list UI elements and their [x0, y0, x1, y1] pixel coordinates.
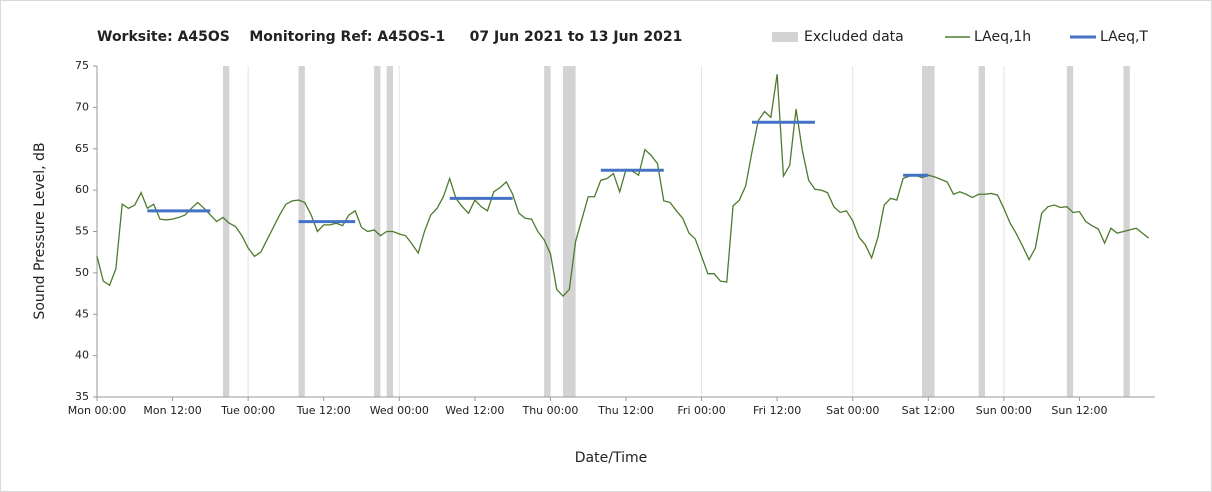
excluded-band	[544, 66, 551, 397]
x-tick-label: Wed 00:00	[370, 404, 429, 417]
y-tick-label: 55	[75, 225, 89, 238]
excluded-band	[921, 66, 935, 397]
x-tick-label: Tue 00:00	[220, 404, 275, 417]
excluded-band	[222, 66, 230, 397]
x-tick-label: Sat 12:00	[902, 404, 955, 417]
excluded-band	[978, 66, 985, 397]
legend-label: LAeq,1h	[974, 29, 1031, 45]
x-tick-label: Sun 00:00	[976, 404, 1032, 417]
x-axis-label: Date/Time	[575, 450, 647, 466]
x-tick-label: Mon 12:00	[143, 404, 201, 417]
x-tick-label: Fri 00:00	[677, 404, 725, 417]
legend-swatch	[772, 32, 798, 42]
excluded-band	[1123, 66, 1130, 397]
legend-label: Excluded data	[804, 29, 904, 45]
x-tick-label: Mon 00:00	[68, 404, 126, 417]
y-tick-label: 50	[75, 266, 89, 279]
x-tick-label: Sat 00:00	[826, 404, 879, 417]
y-tick-label: 45	[75, 307, 89, 320]
x-tick-label: Wed 12:00	[445, 404, 504, 417]
excluded-band	[1066, 66, 1074, 397]
chart-title: Worksite: A45OS Monitoring Ref: A45OS-1 …	[97, 29, 682, 45]
x-tick-label: Fri 12:00	[753, 404, 801, 417]
data-line	[96, 74, 1150, 297]
excluded-band	[563, 66, 576, 397]
x-tick-label: Sun 12:00	[1051, 404, 1107, 417]
y-tick-label: 60	[75, 183, 89, 196]
excluded-band	[298, 66, 305, 397]
excluded-band	[374, 66, 381, 397]
y-axis-label: Sound Pressure Level, dB	[32, 142, 48, 319]
legend-label: LAeq,T	[1100, 29, 1148, 45]
y-tick-label: 35	[75, 390, 89, 403]
x-tick-label: Tue 12:00	[296, 404, 351, 417]
x-tick-label: Thu 12:00	[597, 404, 654, 417]
y-tick-label: 40	[75, 349, 89, 362]
y-tick-label: 75	[75, 59, 89, 72]
y-tick-label: 70	[75, 100, 89, 113]
x-tick-label: Thu 00:00	[521, 404, 578, 417]
y-tick-label: 65	[75, 142, 89, 155]
